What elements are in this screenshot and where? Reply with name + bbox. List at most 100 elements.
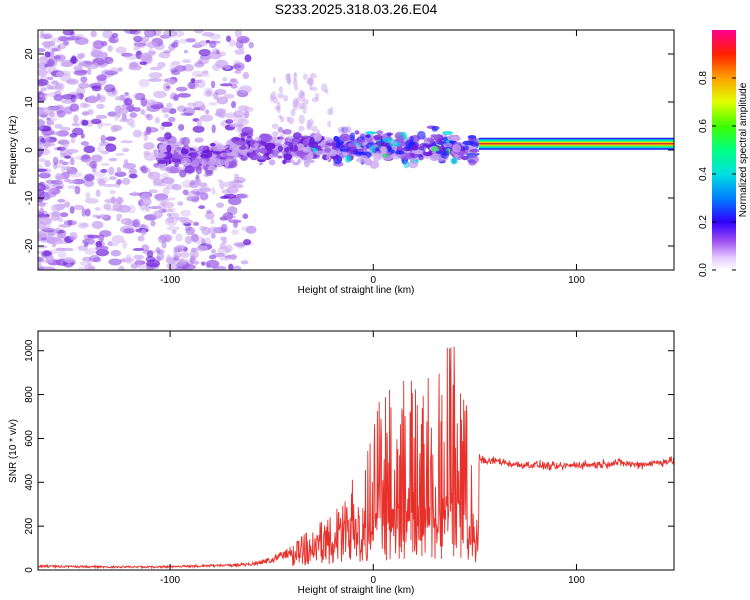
spectrogram-blob <box>98 214 109 219</box>
spectrogram-blob <box>242 106 254 113</box>
spectrogram-blob <box>63 257 75 264</box>
spectrogram-blob <box>38 48 46 53</box>
spectrogram-blob <box>394 150 405 155</box>
spectrogram-blob <box>54 175 66 180</box>
spectrogram-blob <box>138 78 150 88</box>
spectrogram-blob <box>108 157 118 162</box>
spectrogram-blob <box>165 183 178 190</box>
spectrogram-blob <box>77 40 83 45</box>
spectrogram-blob <box>92 257 102 263</box>
spectrogram-blob <box>129 30 141 35</box>
spectrogram-blob <box>106 88 118 97</box>
spectrogram-blob <box>326 154 331 161</box>
spectrogram-blob <box>133 35 143 42</box>
spectrogram-blob <box>138 223 146 230</box>
spectrogram-blob <box>192 221 200 226</box>
spectrogram-blob <box>160 201 167 206</box>
spectrogram-blob <box>133 45 141 51</box>
spectrogram-blob <box>38 267 45 270</box>
spectrogram-blob <box>100 168 108 173</box>
spectrogram-blob <box>440 150 450 159</box>
spectrogram-blob <box>257 155 268 161</box>
colorbar-label: Normalized spectral amplitude <box>738 82 749 217</box>
spectrogram-blob <box>109 176 117 181</box>
spectrogram-blob <box>124 53 139 60</box>
spectrogram-blob <box>68 171 83 178</box>
spectrogram-blob <box>156 249 165 254</box>
spectrogram-blob <box>87 67 92 76</box>
spectrogram-blob <box>220 223 228 233</box>
spectrogram-blob <box>178 38 188 44</box>
spectrogram-blob <box>164 113 169 118</box>
spectrogram-blob <box>185 38 196 43</box>
spectrogram-blob <box>219 195 230 200</box>
spectrogram-blob <box>321 83 328 92</box>
spectrogram-blob <box>205 259 220 268</box>
spectrogram-blob <box>232 265 242 270</box>
spectrogram-blob <box>190 233 199 243</box>
spectrogram-blob <box>234 193 247 199</box>
colorbar-ticks: 0.0 0.2 0.4 0.6 0.8 <box>698 71 736 277</box>
spectrogram-blob <box>264 142 276 150</box>
spectrogram-blob <box>168 79 176 85</box>
spectrogram-blob <box>47 41 56 47</box>
spectrogram-blob <box>169 63 175 70</box>
spectrogram-blob <box>163 82 171 92</box>
spectrogram-blob <box>153 30 162 37</box>
spectrogram-blob <box>161 240 167 249</box>
spectrogram-blob <box>259 147 267 154</box>
spectrogram-blob <box>205 109 210 115</box>
spectrogram-blob <box>213 252 226 258</box>
spectrogram-blob <box>38 125 44 130</box>
spectrogram-blob <box>268 159 276 166</box>
spectrogram-blob <box>91 118 102 125</box>
spectrogram-blob <box>132 247 145 252</box>
spectrogram-blob <box>105 198 119 205</box>
spectrogram-blob <box>240 260 249 265</box>
spectrogram-blob <box>163 78 169 83</box>
spectrogram-blob <box>126 105 136 112</box>
spectrogram-blob <box>190 160 200 168</box>
spectrogram-blob <box>298 114 306 125</box>
spectrogram-blob <box>194 179 200 186</box>
spectrogram-blob <box>403 160 410 169</box>
spectrogram-blob <box>56 45 61 52</box>
colorbar-tick-label: 0.6 <box>698 119 709 133</box>
spectrogram-blob <box>221 189 231 194</box>
snr-series-line <box>38 346 674 570</box>
spectrogram-blob <box>450 157 458 165</box>
spectrogram-blob <box>181 179 194 189</box>
spectrogram-blob <box>199 57 210 65</box>
spectrogram-blob <box>118 265 125 270</box>
spectrogram-blob <box>300 135 311 139</box>
spectrogram-blob <box>279 133 285 143</box>
spectrogram-blob <box>404 145 412 150</box>
spectrogram-blob <box>100 41 108 47</box>
spectrogram-blob <box>233 173 240 179</box>
spectrogram-blob <box>87 234 100 239</box>
spectrogram-blob <box>147 78 162 82</box>
spectrogram-blob <box>97 178 106 187</box>
spectrogram-blob <box>85 208 91 217</box>
spectrogram-blob <box>144 113 151 118</box>
spectrogram-blob <box>154 117 160 124</box>
spectrogram-blob <box>129 112 138 118</box>
spectrogram-blob <box>390 141 397 145</box>
spectrogram-blob <box>282 159 287 165</box>
spectrogram-blob <box>169 165 183 174</box>
spectrogram-blob <box>126 117 135 126</box>
spectrogram-blob <box>320 141 326 146</box>
spectrogram-blob <box>462 145 469 151</box>
spectrogram-blob <box>95 249 110 257</box>
spectrogram-blob <box>146 41 158 48</box>
spectrogram-blob <box>84 61 94 65</box>
spectrogram-blob <box>157 61 166 69</box>
spectrogram-x-tick-label: -100 <box>160 275 180 286</box>
spectrogram-blob <box>103 203 112 210</box>
spectrogram-blob <box>45 254 55 264</box>
spectrogram-blob <box>294 84 299 91</box>
spectrogram-blob <box>339 133 351 142</box>
spectrogram-blob <box>175 233 183 242</box>
spectrogram-blob <box>57 43 67 50</box>
spectrogram-blob <box>104 70 118 76</box>
